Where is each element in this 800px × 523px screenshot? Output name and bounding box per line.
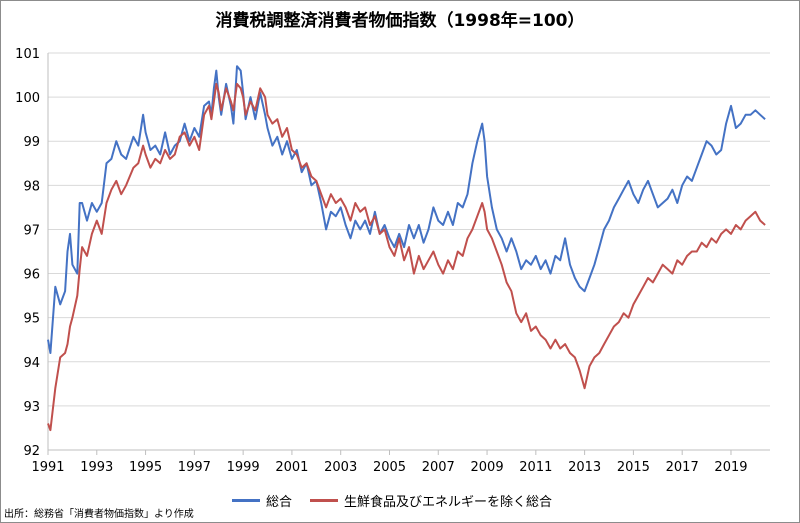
- legend-swatch-overall: [232, 499, 260, 502]
- y-tick-label: 96: [23, 268, 40, 283]
- x-tick-label: 2005: [373, 460, 406, 475]
- x-tick-label: 2007: [422, 460, 455, 475]
- y-tick-label: 99: [23, 135, 40, 150]
- series-line-0: [47, 65, 766, 354]
- x-tick-label: 2019: [714, 460, 747, 475]
- y-tick-label: 94: [23, 356, 40, 371]
- legend-label-core: 生鮮食品及びエネルギーを除く総合: [344, 495, 553, 510]
- y-tick-label: 97: [23, 223, 40, 238]
- x-tick-label: 1993: [80, 460, 113, 475]
- y-tick-label: 95: [23, 312, 40, 327]
- series-line-1: [47, 82, 766, 432]
- x-tick-label: 2011: [519, 460, 552, 475]
- y-tick-label: 98: [23, 179, 40, 194]
- x-tick-label: 2015: [617, 460, 650, 475]
- grid-lines: [47, 52, 770, 455]
- x-tick-label: 2017: [666, 460, 699, 475]
- x-tick-label: 1997: [178, 460, 211, 475]
- x-tick-label: 1999: [227, 460, 260, 475]
- chart-title: 消費税調整済消費者物価指数（1998年=100）: [215, 11, 585, 31]
- source-note: 出所：総務省「消費者物価指数」より作成: [4, 509, 194, 520]
- y-tick-labels: 92 93 94 95 96 97 98 99 100 101: [15, 47, 40, 459]
- x-tick-label: 2001: [275, 460, 308, 475]
- y-tick-label: 92: [23, 444, 40, 459]
- x-tick-label: 1995: [129, 460, 162, 475]
- legend-item-core: 生鮮食品及びエネルギーを除く総合: [310, 491, 552, 510]
- x-tick-label: 2013: [568, 460, 601, 475]
- legend: 総合 生鮮食品及びエネルギーを除く総合: [232, 491, 570, 510]
- legend-swatch-core: [310, 499, 339, 502]
- legend-label-overall: 総合: [266, 495, 293, 510]
- x-tick-label: 2009: [471, 460, 504, 475]
- series-lines: [47, 65, 766, 432]
- x-tick-label: 1991: [31, 460, 64, 475]
- x-tick-label: 2003: [324, 460, 357, 475]
- y-tick-label: 100: [15, 91, 40, 106]
- y-tick-label: 101: [15, 47, 40, 62]
- x-tick-labels: 1991 1993 1995 1997 1999 2001 2003 2005 2007 2009…: [31, 460, 747, 475]
- legend-item-overall: 総合: [232, 491, 292, 510]
- y-tick-label: 93: [23, 400, 40, 415]
